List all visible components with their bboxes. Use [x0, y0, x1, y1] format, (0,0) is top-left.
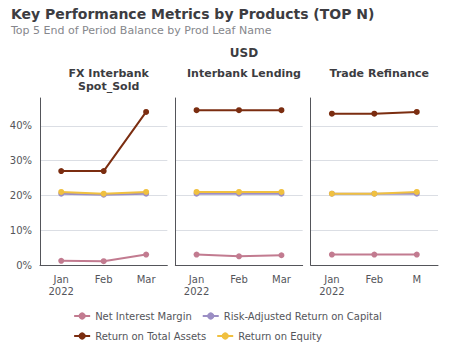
svg-text:10%: 10% — [10, 225, 32, 236]
svg-text:2022: 2022 — [184, 286, 209, 297]
svg-text:0%: 0% — [16, 260, 32, 271]
svg-text:Feb: Feb — [230, 274, 248, 285]
svg-text:Mar: Mar — [272, 274, 292, 285]
svg-text:M: M — [412, 274, 421, 285]
svg-text:Feb: Feb — [365, 274, 383, 285]
svg-text:2022: 2022 — [48, 286, 73, 297]
svg-text:40%: 40% — [10, 120, 32, 131]
svg-text:30%: 30% — [10, 155, 32, 166]
svg-text:Top 5 End of Period Balance by: Top 5 End of Period Balance by Prod Leaf… — [10, 24, 272, 37]
svg-text:Return on Equity: Return on Equity — [238, 331, 322, 342]
svg-text:2022: 2022 — [319, 286, 344, 297]
svg-text:Key Performance Metrics by Pro: Key Performance Metrics by Products (TOP… — [11, 6, 374, 22]
svg-text:Mar: Mar — [137, 274, 157, 285]
svg-text:Interbank Lending: Interbank Lending — [187, 67, 301, 80]
svg-text:USD: USD — [230, 46, 258, 60]
svg-text:Net Interest Margin: Net Interest Margin — [95, 311, 192, 322]
svg-text:Trade Refinance: Trade Refinance — [330, 67, 429, 80]
svg-text:Return on Total Assets: Return on Total Assets — [95, 331, 206, 342]
svg-text:Jan: Jan — [188, 274, 204, 285]
svg-text:Jan: Jan — [53, 274, 69, 285]
svg-text:Spot_Sold: Spot_Sold — [78, 80, 139, 93]
svg-text:FX Interbank: FX Interbank — [68, 67, 149, 80]
svg-text:Feb: Feb — [95, 274, 113, 285]
svg-text:Risk-Adjusted Return on Capita: Risk-Adjusted Return on Capital — [224, 311, 382, 322]
svg-text:20%: 20% — [10, 190, 32, 201]
svg-text:Jan: Jan — [323, 274, 339, 285]
